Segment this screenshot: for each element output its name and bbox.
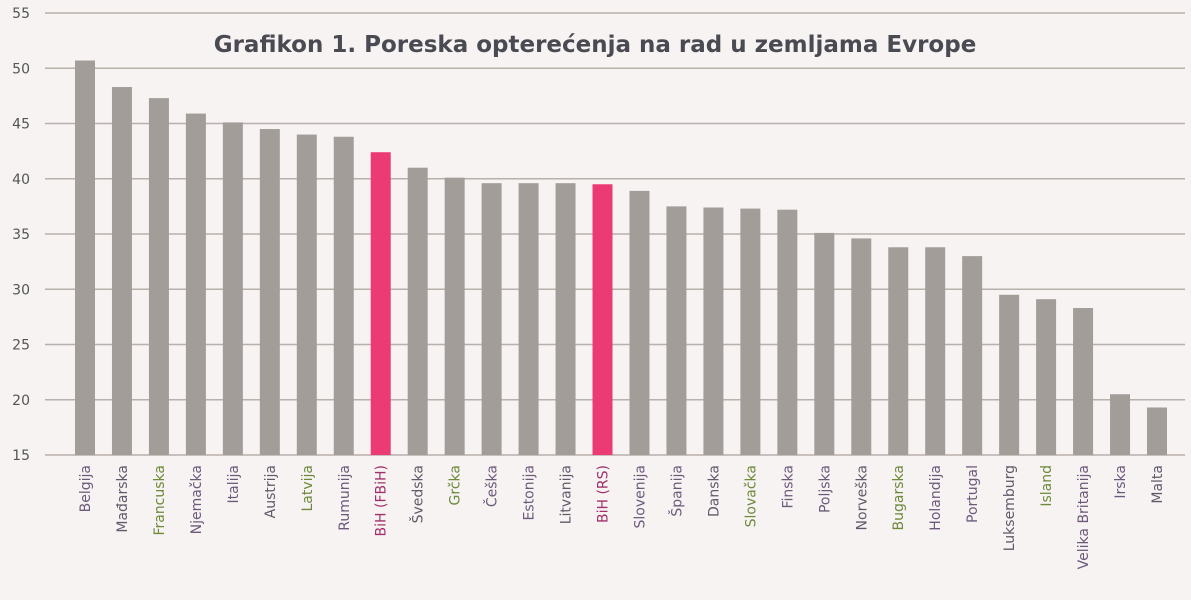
x-tick-label: Luksemburg (1002, 465, 1018, 551)
bar-velika-britanija (1073, 308, 1094, 455)
x-tick-label: Belgija (78, 465, 94, 512)
x-tick-label: Poljska (817, 465, 833, 513)
x-tick-label: Švedska (409, 465, 427, 523)
bar-portugal (962, 256, 983, 455)
bar-ma-arska (111, 87, 132, 455)
bar-finska (777, 209, 798, 455)
bar--panija (666, 206, 687, 455)
y-tick-label: 20 (12, 393, 30, 409)
x-tick-label: Velika Britanija (1076, 465, 1092, 569)
bar-estonija (518, 183, 539, 456)
x-tick-label: Irska (1113, 465, 1129, 499)
bar-malta (1147, 407, 1167, 455)
x-tick-label: Španija (667, 465, 685, 517)
bar-latvija (296, 134, 317, 456)
x-tick-label: Austrija (263, 465, 279, 518)
x-tick-label: Rumunija (337, 465, 353, 531)
x-tick-label: Finska (780, 465, 796, 509)
x-tick-label: Francuska (152, 465, 168, 536)
bar-luksemburg (999, 294, 1020, 455)
y-tick-label: 30 (12, 282, 30, 298)
x-tick-label: Bugarska (891, 465, 907, 530)
bar-slova-ka (740, 208, 761, 455)
y-tick-label: 40 (12, 172, 30, 188)
bar-poljska (814, 232, 835, 455)
y-tick-label: 50 (12, 61, 30, 77)
x-tick-label: Island (1039, 465, 1055, 507)
bar-italija (222, 122, 243, 456)
x-tick-label: Litvanija (559, 465, 575, 524)
bar-njema-ka (185, 113, 206, 456)
bar--e-ka (481, 183, 502, 456)
x-tick-label: Italija (226, 465, 242, 503)
bar-bih-fbih- (370, 152, 391, 456)
bar-bih-rs- (592, 184, 613, 455)
x-tick-label: Danska (706, 465, 722, 517)
x-tick-label: Latvija (300, 465, 316, 512)
bar-litvanija (555, 183, 576, 456)
y-tick-label: 25 (12, 338, 30, 354)
bar-gr-ka (444, 177, 465, 455)
chart-title: Grafikon 1. Poreska opterećenja na rad u… (214, 32, 977, 58)
x-tick-label: Mađarska (115, 465, 131, 533)
x-tick-label: Estonija (522, 465, 538, 520)
x-tick-label: Slovačka (743, 465, 759, 527)
bar-francuska (148, 98, 169, 456)
x-tick-label: Češka (483, 465, 501, 507)
x-tick-label: Njemačka (189, 465, 205, 534)
x-tick-label: BiH (RS) (596, 465, 612, 523)
x-tick-label: Portugal (965, 465, 981, 523)
y-tick-label: 15 (12, 448, 30, 464)
x-tick-label: BiH (FBiH) (374, 465, 390, 536)
bar-belgija (75, 60, 95, 455)
bar--vedska (407, 167, 428, 455)
y-tick-label: 45 (12, 117, 30, 133)
bar-danska (703, 207, 724, 455)
bar-holandija (925, 247, 946, 455)
bar-bugarska (888, 247, 909, 455)
x-tick-label: Grčka (448, 465, 464, 505)
x-tick-label: Norveška (854, 465, 870, 530)
bar-rumunija (333, 136, 354, 455)
bar-austrija (259, 129, 280, 455)
x-tick-label: Slovenija (632, 465, 648, 528)
bar-irska (1110, 394, 1131, 455)
y-tick-label: 35 (12, 227, 30, 243)
bar-norve-ka (851, 238, 872, 455)
x-tick-label: Holandija (928, 465, 944, 531)
y-tick-label: 55 (12, 6, 30, 22)
bar-slovenija (629, 190, 650, 455)
x-tick-label: Malta (1150, 465, 1166, 504)
bar-island (1036, 299, 1057, 455)
